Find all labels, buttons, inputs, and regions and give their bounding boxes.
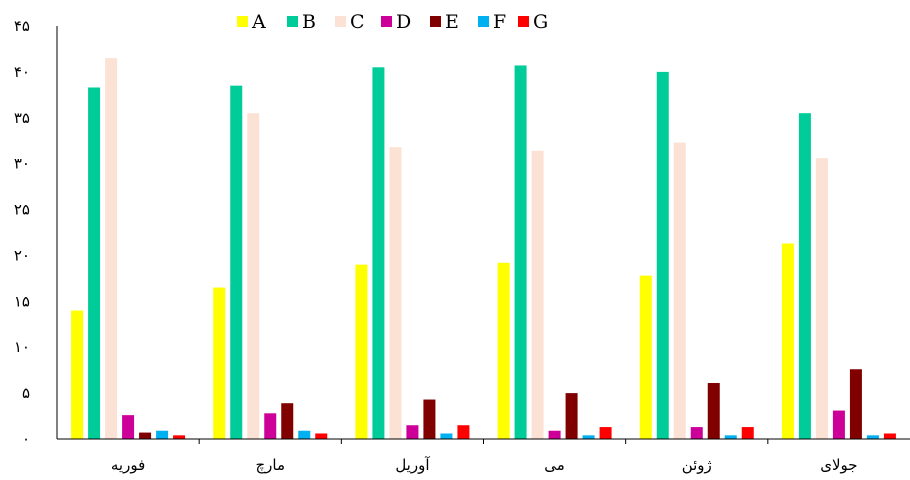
bar-b <box>656 71 669 439</box>
bar-g <box>457 425 470 439</box>
legend-swatch <box>518 16 529 27</box>
bar-e <box>281 403 294 439</box>
bar-e <box>423 399 436 439</box>
x-category-label: جولای <box>820 456 857 474</box>
bar-c <box>531 150 544 439</box>
y-tick-label: ۳۵ <box>14 109 30 127</box>
bar-g <box>741 427 754 439</box>
bar-c <box>673 142 686 439</box>
legend-label: E <box>445 11 459 33</box>
bar-d <box>690 427 703 439</box>
bar-b <box>798 113 811 439</box>
bar-f <box>440 433 453 439</box>
bar-d <box>264 413 277 439</box>
bar-g <box>173 435 186 439</box>
bar-b <box>514 65 527 439</box>
bar-a <box>71 310 84 439</box>
legend-swatch <box>430 16 441 27</box>
bar-c <box>105 58 118 439</box>
bar-f <box>866 435 879 439</box>
y-axis: ۰ ۵ ۱۰ ۱۵ ۲۰ ۲۵ ۳۰ ۳۵ ۴۰ ۴۵ <box>14 17 58 448</box>
y-tick-label: ۱۰ <box>14 338 30 356</box>
bar-g <box>315 433 328 439</box>
bar-g <box>599 427 612 439</box>
legend-label: G <box>533 11 548 33</box>
bar-b <box>88 87 101 439</box>
bar-a <box>497 262 510 439</box>
legend-swatch <box>478 16 489 27</box>
bar-d <box>832 410 845 439</box>
legend-label: F <box>493 11 506 33</box>
bar-c <box>389 147 402 439</box>
bar-f <box>582 435 595 439</box>
bar-f <box>724 435 737 439</box>
bar-e <box>139 432 152 439</box>
y-tick-label: ۳۰ <box>14 155 30 173</box>
bar-b <box>230 85 243 440</box>
bar-e <box>565 393 578 439</box>
legend-entry: E <box>430 11 459 33</box>
legend-entry: G <box>518 11 548 33</box>
bar-g <box>883 433 896 439</box>
legend-entry: C <box>335 11 365 33</box>
legend-swatch <box>381 16 392 27</box>
legend-label: D <box>396 11 411 33</box>
legend-swatch <box>335 16 346 27</box>
legend-label: A <box>251 11 266 33</box>
legend-label: C <box>350 11 365 33</box>
y-tick-label: ۴۰ <box>14 63 30 81</box>
y-tick-label: ۵ <box>22 384 30 402</box>
bar-a <box>781 243 794 439</box>
x-category-label: آوریل <box>395 456 430 474</box>
bar-a <box>213 287 226 439</box>
legend-entry: D <box>381 11 411 33</box>
bar-b <box>372 67 385 440</box>
bar-a <box>355 264 368 439</box>
x-category-label: مارچ <box>255 456 285 475</box>
y-tick-label: ۲۰ <box>14 246 30 264</box>
bar-f <box>298 430 311 439</box>
bar-d <box>122 415 135 439</box>
bars <box>71 58 896 440</box>
legend-entry: A <box>237 11 266 33</box>
x-category-label: فوریه <box>111 456 145 474</box>
bar-e <box>849 369 862 439</box>
y-tick-label: ۲۵ <box>14 201 30 219</box>
bar-d <box>548 430 561 439</box>
legend-entry: F <box>478 11 506 33</box>
x-category-label: ژوئن <box>682 456 712 474</box>
bar-e <box>707 383 720 439</box>
legend: A B C D E F G <box>237 11 548 33</box>
bar-d <box>406 425 419 439</box>
bar-c <box>247 113 260 439</box>
y-tick-label: ۴۵ <box>14 17 30 35</box>
legend-label: B <box>302 11 316 33</box>
y-tick-label: ۱۵ <box>14 292 30 310</box>
legend-entry: B <box>287 11 316 33</box>
bar-f <box>156 430 169 439</box>
x-axis: فوریه مارچ آوریل می ژوئن جولای <box>57 438 910 475</box>
legend-swatch <box>287 16 298 27</box>
legend-swatch <box>237 16 248 27</box>
bar-c <box>815 158 828 439</box>
bar-a <box>639 275 652 439</box>
x-category-label: می <box>544 456 565 474</box>
y-tick-label: ۰ <box>22 430 30 448</box>
